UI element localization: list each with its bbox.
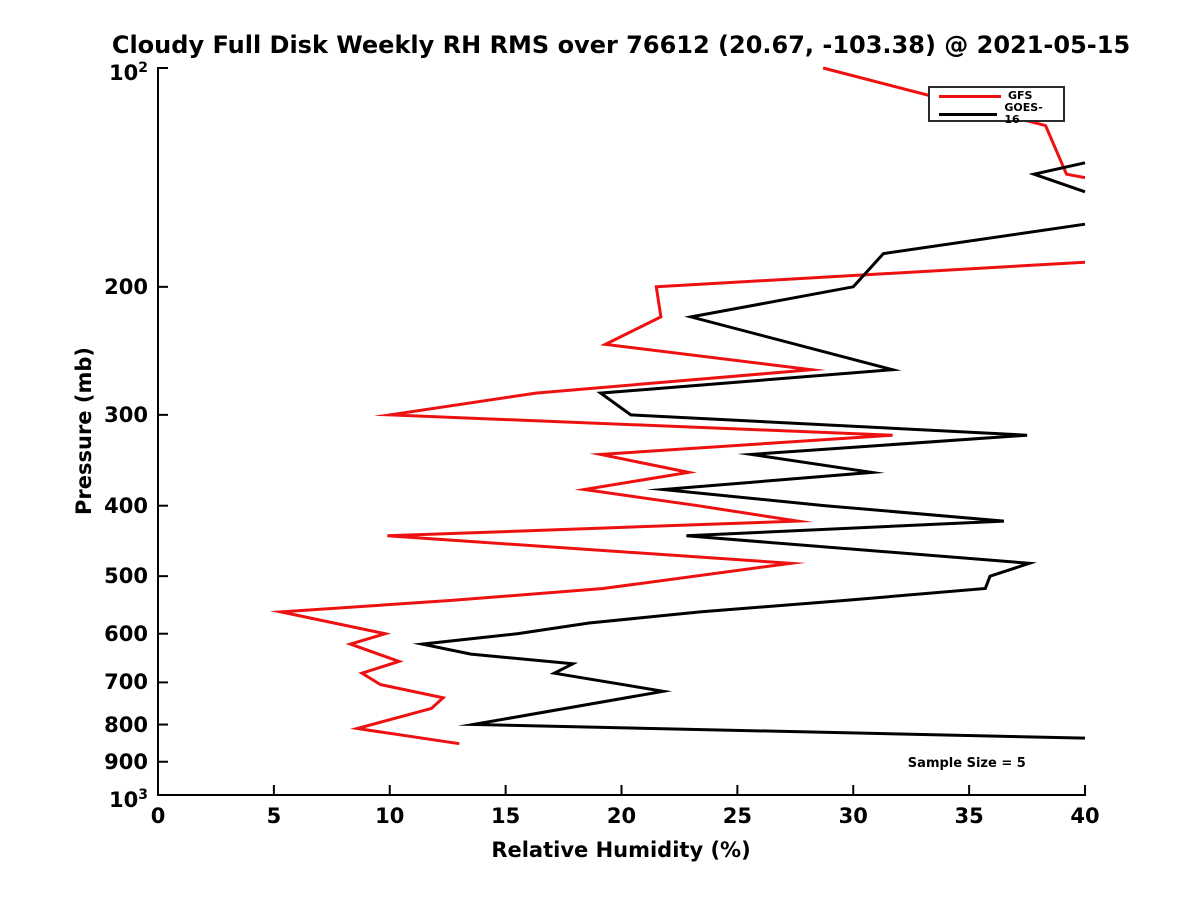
x-tick-label: 10 [375, 804, 405, 828]
x-tick-label: 40 [1070, 804, 1100, 828]
x-tick-label: 30 [838, 804, 868, 828]
chart-title: Cloudy Full Disk Weekly RH RMS over 7661… [111, 31, 1131, 59]
x-tick-label: 0 [150, 804, 166, 828]
gfs-line-swatch-icon [939, 94, 1001, 98]
y-tick-label: 400 [104, 493, 148, 518]
y-tick-label: 800 [104, 712, 148, 737]
y-axis-label: Pressure (mb) [72, 347, 96, 515]
x-tick-label: 20 [606, 804, 637, 828]
goes16-line-swatch-icon [939, 112, 998, 116]
x-tick-label: 35 [954, 804, 984, 828]
y-tick-label: 700 [104, 670, 148, 695]
sample-size-annotation: Sample Size = 5 [907, 756, 1026, 772]
y-tick-label: 200 [104, 274, 148, 299]
x-tick-label: 15 [491, 804, 521, 828]
axes-spines [157, 67, 1086, 796]
y-tick-label: 300 [104, 402, 148, 427]
legend-row-goes16: GOES-16 [939, 102, 1055, 126]
y-tick-label: 500 [104, 564, 148, 589]
goes16-line [412, 161, 1086, 740]
x-axis-label: Relative Humidity (%) [491, 838, 751, 862]
x-tick-label: 5 [266, 804, 282, 828]
y-tick-label: 900 [104, 749, 148, 774]
gfs-line [269, 66, 1086, 746]
y-tick-label: 103 [109, 787, 148, 812]
legend-label-goes16: GOES-16 [1004, 101, 1043, 126]
y-tick-label: 102 [109, 60, 148, 85]
legend-row-gfs: GFS [939, 90, 1055, 102]
legend: GFS GOES-16 [928, 86, 1065, 126]
x-tick-label: 25 [722, 804, 752, 828]
y-tick-label: 600 [104, 621, 148, 646]
legend-label-gfs: GFS [1008, 89, 1033, 102]
